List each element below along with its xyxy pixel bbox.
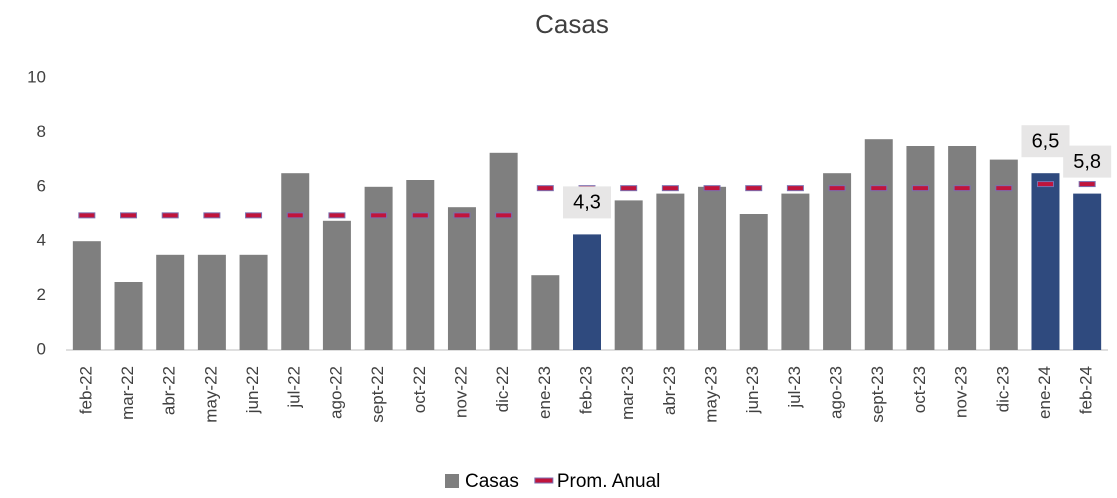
avg-marker [661,185,679,192]
avg-marker [203,212,221,219]
x-tick-label: abr-23 [660,366,679,415]
x-tick-label: dic-22 [493,366,512,412]
bar [948,146,977,350]
bar [573,234,601,350]
avg-marker [78,212,96,219]
legend-swatch [534,477,554,484]
x-tick-label: dic-23 [993,366,1012,412]
value-label: 6,5 [1032,130,1060,152]
x-tick-label: sept-22 [368,366,387,423]
y-tick-label: 2 [37,285,46,304]
avg-marker [328,212,346,219]
avg-marker [1036,181,1054,188]
x-tick-label: jun-22 [243,366,262,414]
y-tick-label: 4 [37,231,46,250]
x-tick-label: abr-22 [160,366,179,415]
bar [447,207,476,350]
legend-swatch [445,474,459,488]
bar [281,173,310,350]
avg-marker [995,185,1013,192]
y-tick-label: 8 [37,122,46,141]
chart-title: Casas [535,9,609,39]
bar [739,214,768,350]
avg-marker [620,185,638,192]
avg-marker [495,212,513,219]
avg-marker [1078,181,1096,188]
avg-marker [161,212,179,219]
bar [823,173,852,350]
bar [1031,173,1060,350]
x-tick-label: oct-23 [910,366,929,413]
y-tick-label: 6 [37,176,46,195]
bar [781,193,810,350]
bar [614,200,643,350]
x-tick-label: sept-23 [868,366,887,423]
avg-marker [703,185,721,192]
avg-marker [411,212,429,219]
bar [322,220,351,350]
avg-marker [786,185,804,192]
avg-marker [286,212,304,219]
x-tick-label: feb-23 [576,366,595,414]
x-tick-label: mar-22 [118,366,137,420]
x-tick-label: ago-22 [326,366,345,419]
bar [531,275,560,350]
value-label: 5,8 [1073,151,1101,173]
avg-marker [953,185,971,192]
bar [698,186,727,350]
x-tick-label: ago-23 [827,366,846,419]
avg-marker [745,185,763,192]
avg-marker [911,185,929,192]
bar [864,139,893,350]
x-tick-label: ene-23 [535,366,554,419]
avg-marker [245,212,263,219]
x-tick-label: oct-22 [410,366,429,413]
bar [114,282,143,350]
bar [364,186,393,350]
x-tick-label: jul-23 [785,366,804,409]
legend-label: Casas [465,471,519,492]
legend-label: Prom. Anual [557,471,661,492]
bar [197,254,226,350]
avg-marker [828,185,846,192]
y-tick-label: 10 [27,67,46,86]
label-box [1063,145,1112,178]
x-tick-label: feb-24 [1077,366,1096,414]
avg-marker [453,212,471,219]
bar [1073,193,1102,350]
bar [989,159,1018,350]
x-tick-label: feb-22 [76,366,95,414]
avg-marker [536,185,554,192]
bar [906,146,935,350]
x-tick-label: ene-24 [1035,366,1054,419]
y-tick-label: 0 [37,339,46,358]
avg-marker [120,212,138,219]
x-tick-label: jul-22 [285,366,304,409]
bar [72,241,101,350]
x-tick-label: may-23 [702,366,721,423]
avg-marker [870,185,888,192]
x-tick-label: mar-23 [618,366,637,420]
label-box [1021,125,1070,158]
x-tick-label: may-22 [201,366,220,423]
avg-marker [370,212,388,219]
bar [406,180,435,350]
bar [239,254,268,350]
value-label: 4,3 [573,192,601,214]
bar [489,152,518,350]
x-tick-label: jun-23 [743,366,762,414]
bar [656,193,685,350]
bar [156,254,185,350]
x-tick-label: nov-22 [451,366,470,418]
x-tick-label: nov-23 [952,366,971,418]
label-box [563,186,611,219]
